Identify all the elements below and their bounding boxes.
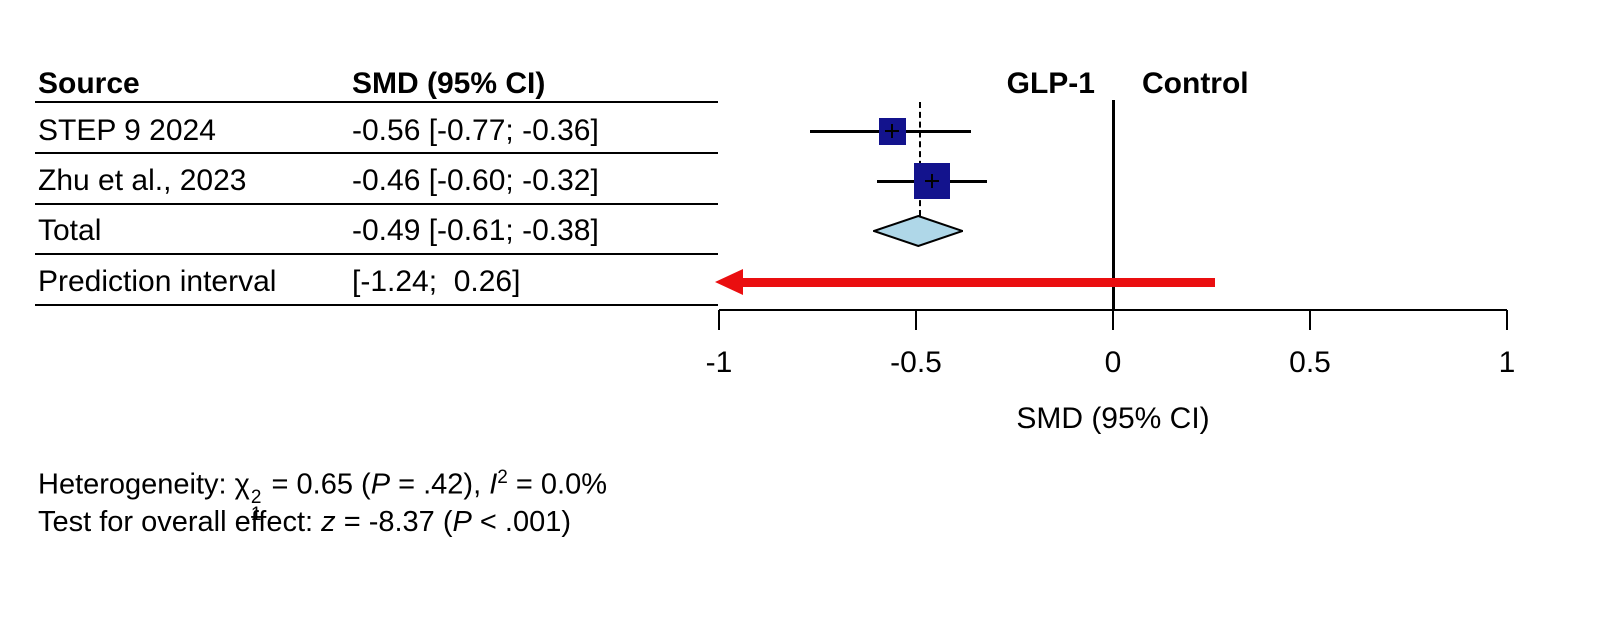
i2-symbol: I [489,468,498,501]
x-axis-tick-label: 1 [1498,346,1516,379]
table-row-label: Total [38,214,102,247]
eff-seg1: = -8.37 ( [335,506,453,538]
eff-seg2: < .001) [471,506,572,538]
prediction-interval-bar [741,277,1216,287]
col-header-source: Source [38,67,140,100]
point-estimate-cross-h [885,130,900,132]
x-axis-tick [1112,310,1114,330]
table-rule-line [35,152,718,154]
table-rule-line [35,304,718,306]
x-axis-tick [1506,310,1508,330]
x-axis-tick [718,310,720,330]
x-axis-tick [915,310,917,330]
x-axis-label: SMD (95% CI) [1016,402,1210,435]
i2-superscript: 2 [497,467,508,488]
het-seg2: = .42), [390,468,490,501]
pooled-estimate-dashed-line [918,102,921,216]
table-row-label: Zhu et al., 2023 [38,164,247,197]
x-axis-tick-label: 0 [1104,346,1122,379]
het-prefix: Heterogeneity: [38,468,235,501]
overall-effect-text: Test for overall effect: z = -8.37 (P < … [38,504,571,540]
table-row-ci-text: -0.56 [-0.77; -0.36] [352,114,599,147]
table-row-ci-text: [-1.24; 0.26] [352,265,521,298]
chi-symbol: χ [234,468,250,501]
table-row-label: STEP 9 2024 [38,114,216,147]
het-p-symbol: P [370,468,391,501]
eff-prefix: Test for overall effect: [38,506,322,538]
group-label-control: Control [1142,67,1249,100]
total-diamond [870,214,966,248]
col-header-smd: SMD (95% CI) [352,67,546,100]
chi-superscript: 2 [250,486,262,508]
chi-subscript: 1 [250,503,262,525]
table-row-ci-text: -0.49 [-0.61; -0.38] [352,214,599,247]
het-seg1: = 0.65 ( [263,468,371,501]
total-diamond-shape [870,214,966,248]
table-row-label: Prediction interval [38,265,277,298]
z-symbol: z [321,506,336,538]
zero-reference-line [1111,100,1115,310]
x-axis-tick-label: 0.5 [1289,346,1331,379]
x-axis-tick [1309,310,1311,330]
x-axis-tick-label: -0.5 [890,346,942,379]
prediction-interval-arrowhead [715,269,743,295]
x-axis-tick-label: -1 [705,346,733,379]
table-rule-line [35,203,718,205]
eff-p-symbol: P [452,506,472,538]
table-rule-line [35,101,718,103]
het-seg3: = 0.0% [507,468,607,501]
table-rule-line [35,253,718,255]
group-label-glp1: GLP-1 [1006,67,1095,100]
table-row-ci-text: -0.46 [-0.60; -0.32] [352,164,599,197]
point-estimate-cross-h [924,180,939,182]
